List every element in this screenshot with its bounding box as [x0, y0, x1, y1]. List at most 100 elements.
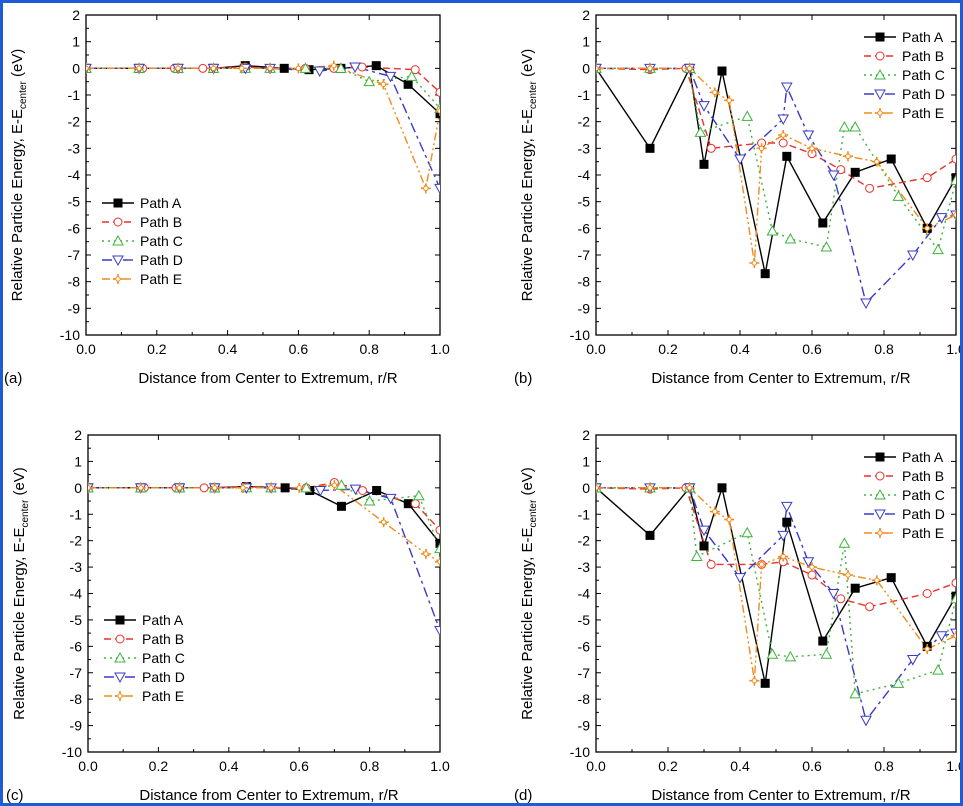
series-line-path-a	[596, 485, 956, 684]
data-point-path-d	[827, 589, 840, 600]
data-point-path-a	[850, 583, 860, 593]
data-point-path-e	[596, 63, 601, 74]
data-point-path-a	[336, 501, 346, 511]
x-tick-label: 1.0	[946, 758, 960, 774]
y-axis-title: Relative Particle Energy, E-Ecenter (eV)	[519, 49, 539, 302]
data-point-path-e	[138, 485, 144, 491]
data-point-path-d	[780, 501, 793, 513]
data-point-path-e	[751, 260, 758, 266]
data-point-path-c	[784, 650, 797, 662]
y-tick-label: -1	[68, 87, 81, 103]
x-tick-label: 0.6	[289, 341, 309, 357]
data-point-path-e	[86, 65, 89, 72]
data-point-path-d	[349, 484, 362, 496]
y-tick-label: -1	[578, 506, 591, 522]
data-point-path-c	[766, 648, 779, 659]
data-point-path-c	[335, 62, 347, 73]
data-point-path-e	[712, 89, 718, 96]
data-point-path-e	[953, 633, 956, 639]
y-axis-title-main: Relative Particle Energy, E-E	[519, 109, 536, 301]
data-point-path-d	[313, 66, 326, 78]
data-point-path-e	[210, 65, 217, 72]
legend-marker	[115, 615, 125, 625]
data-point-path-a	[760, 678, 770, 688]
y-tick-label: 0	[72, 60, 80, 76]
chart-panel-2: 2 1 0 -1 -2 -3 -4 -5 -6 -7 -8 -9 -100.0 0.2 0.4 0.6 0.8 1…	[6, 427, 450, 803]
data-point-path-d	[906, 655, 919, 666]
data-point-path-a	[951, 591, 956, 601]
data-point-path-a	[279, 63, 289, 73]
data-point-path-e	[726, 516, 732, 523]
data-point-path-c	[434, 542, 440, 554]
data-point-path-a	[760, 269, 770, 279]
data-point-path-e	[924, 646, 930, 652]
data-point-path-a	[280, 483, 290, 493]
x-tick-label: 1.0	[430, 758, 450, 774]
legend-marker	[874, 68, 886, 80]
data-point-path-e	[88, 482, 93, 493]
legend-marker	[113, 217, 123, 227]
series-group	[88, 478, 440, 637]
data-point-path-b	[435, 87, 440, 97]
data-point-path-c	[363, 75, 376, 87]
data-point-path-a	[818, 636, 828, 646]
data-point-path-e	[423, 551, 429, 557]
legend-label: Path A	[142, 612, 184, 628]
y-tick-label: 1	[74, 453, 82, 469]
y-tick-label: -10	[62, 744, 82, 760]
data-point-path-a	[403, 79, 413, 89]
data-point-path-d	[698, 101, 710, 112]
x-tick-label: 0.6	[289, 758, 309, 774]
data-point-path-c	[766, 224, 779, 236]
y-tick-label: -5	[70, 612, 83, 628]
panel-label: (a)	[4, 370, 22, 387]
y-tick-label: -8	[578, 691, 591, 707]
x-tick-label: 0.4	[218, 341, 238, 357]
data-point-path-c	[892, 677, 905, 688]
data-point-path-e	[845, 153, 851, 160]
y-tick-label: 2	[582, 427, 590, 443]
legend: Path A Path B Path C Path D Path E	[102, 195, 183, 287]
panel-label: (c)	[6, 787, 24, 803]
legend-marker	[112, 234, 124, 246]
y-axis-title-main: Relative Particle Energy, E-E	[9, 109, 26, 301]
data-point-path-d	[802, 557, 815, 568]
data-point-path-d	[777, 114, 790, 126]
data-point-path-a	[435, 109, 440, 119]
data-point-path-d	[906, 250, 919, 262]
data-point-path-e	[874, 158, 880, 165]
y-tick-label: 2	[74, 427, 82, 443]
data-point-path-b	[807, 570, 817, 580]
legend-marker	[874, 509, 886, 521]
x-tick-label: 0.2	[149, 758, 169, 774]
legend-marker	[874, 89, 886, 101]
data-point-path-e	[951, 630, 956, 641]
legend-marker	[115, 634, 125, 644]
legend-label: Path B	[142, 631, 184, 647]
data-point-path-a	[717, 66, 727, 76]
data-point-path-e	[874, 577, 880, 583]
data-point-path-c	[838, 120, 851, 132]
x-tick-label: 0.2	[147, 341, 167, 357]
data-point-path-b	[410, 65, 420, 75]
legend-marker	[874, 488, 886, 500]
series-group	[596, 481, 956, 727]
data-point-path-e	[240, 485, 246, 491]
legend-label: Path E	[140, 271, 182, 287]
data-point-path-a	[850, 167, 860, 177]
y-tick-label: -8	[68, 274, 81, 290]
x-axis-title: Distance from Center to Extremum, r/R	[139, 787, 398, 803]
y-tick-label: 1	[582, 34, 590, 50]
legend-label: Path C	[140, 233, 183, 249]
data-point-path-e	[86, 63, 91, 74]
legend-marker	[114, 651, 126, 663]
legend-label: Path C	[902, 67, 945, 83]
y-tick-label: -9	[70, 718, 83, 734]
data-point-path-d	[777, 530, 790, 542]
data-point-path-d	[314, 485, 327, 497]
data-point-path-e	[647, 65, 653, 72]
y-tick-label: -2	[578, 114, 591, 130]
legend-label: Path C	[142, 650, 185, 666]
data-point-path-e	[380, 519, 387, 525]
